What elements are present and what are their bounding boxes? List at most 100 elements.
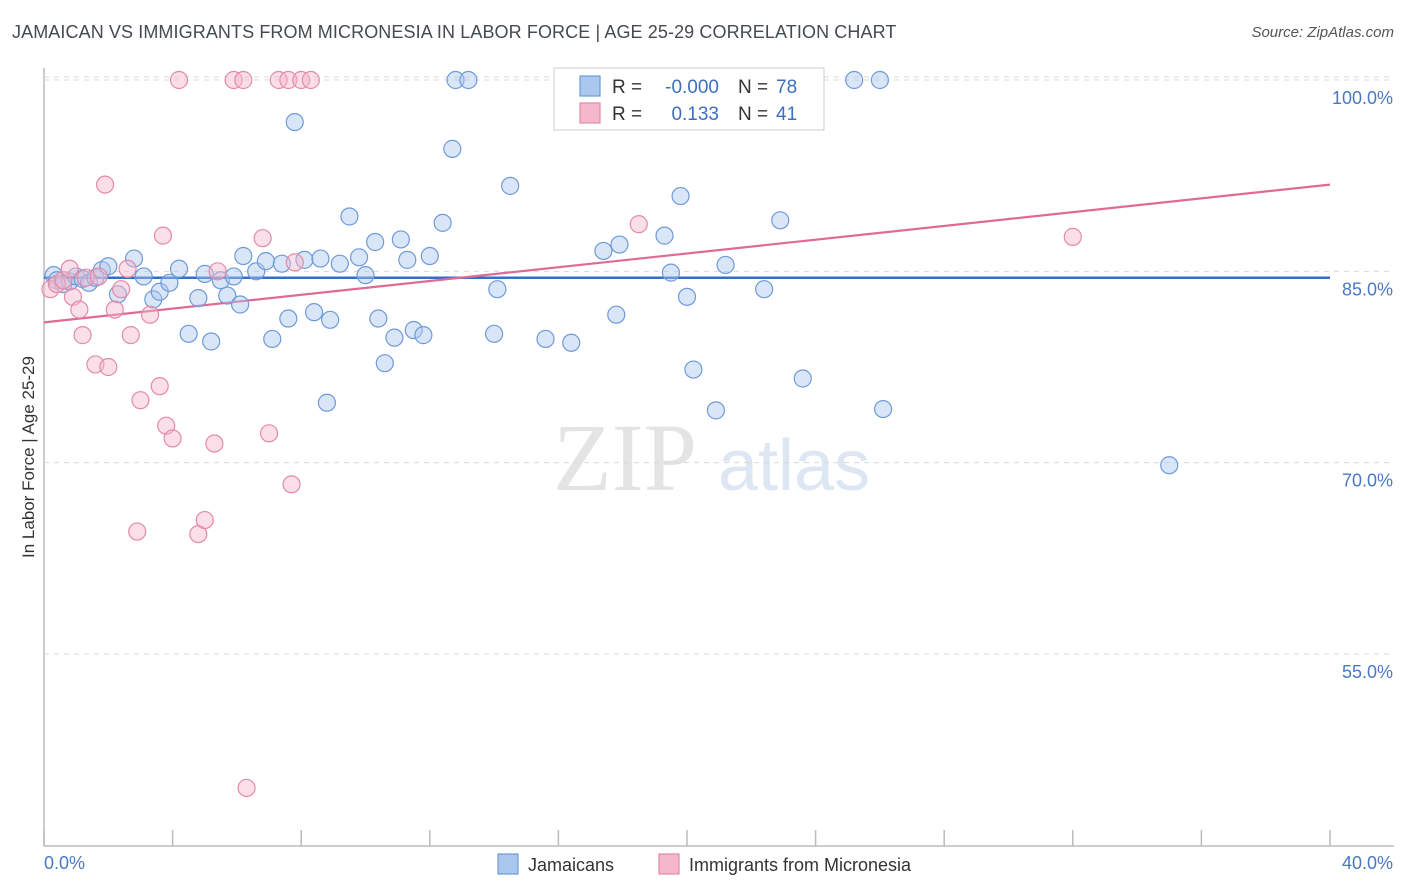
stats-r-value-blue: -0.000 xyxy=(665,77,719,98)
data-point-micronesia xyxy=(112,280,131,299)
data-point-jamaicans xyxy=(870,70,890,90)
data-point-micronesia xyxy=(195,510,214,530)
data-point-jamaicans xyxy=(716,255,735,275)
data-point-micronesia xyxy=(208,262,227,281)
data-point-micronesia xyxy=(259,424,279,443)
stats-n-value-blue: 78 xyxy=(776,77,797,98)
watermark-atlas: atlas xyxy=(718,426,870,506)
series-jamaicans xyxy=(44,70,1179,475)
data-point-jamaicans xyxy=(459,70,478,90)
legend-label-jamaicans: Jamaicans xyxy=(528,855,614,875)
watermark: ZIP atlas xyxy=(553,404,870,511)
data-point-jamaicans xyxy=(671,186,690,206)
data-point-micronesia xyxy=(60,259,79,278)
data-point-jamaicans xyxy=(179,324,198,343)
stats-legend-swatch-pink xyxy=(579,102,601,124)
data-point-micronesia xyxy=(99,357,118,377)
data-point-jamaicans xyxy=(610,235,629,254)
data-point-micronesia xyxy=(292,70,311,90)
data-point-jamaicans xyxy=(398,250,417,269)
data-point-jamaicans xyxy=(234,246,253,266)
data-point-jamaicans xyxy=(340,207,359,226)
data-point-jamaicans xyxy=(356,266,375,285)
stats-legend: R = -0.000 N = 78 R = 0.133 N = 41 xyxy=(553,67,825,131)
data-point-jamaicans xyxy=(279,309,298,328)
data-point-jamaicans xyxy=(446,70,465,90)
y-axis-label: In Labor Force | Age 25-29 xyxy=(19,356,38,558)
data-point-jamaicans xyxy=(771,211,790,230)
data-point-micronesia xyxy=(153,226,173,245)
data-point-jamaicans xyxy=(684,360,703,379)
data-point-micronesia xyxy=(205,434,224,453)
stats-legend-swatch-blue xyxy=(579,75,601,97)
data-point-micronesia xyxy=(128,522,147,541)
data-point-jamaicans xyxy=(349,248,369,267)
data-point-jamaicans xyxy=(607,305,626,324)
data-point-jamaicans xyxy=(108,285,128,304)
data-point-jamaicans xyxy=(874,399,893,419)
x-ticks xyxy=(43,830,1331,846)
data-point-jamaicans xyxy=(385,328,404,347)
data-point-jamaicans xyxy=(433,213,452,232)
data-point-micronesia xyxy=(169,70,189,90)
data-point-micronesia xyxy=(301,70,320,90)
data-point-jamaicans xyxy=(485,324,504,343)
chart-title: JAMAICAN VS IMMIGRANTS FROM MICRONESIA I… xyxy=(12,22,897,42)
data-point-jamaicans xyxy=(317,393,337,412)
data-point-micronesia xyxy=(150,377,169,396)
data-point-micronesia xyxy=(121,326,140,345)
stats-n-label-blue: N = xyxy=(738,77,768,98)
data-point-jamaicans xyxy=(285,112,304,132)
stats-n-value-pink: 41 xyxy=(776,104,797,125)
data-point-jamaicans xyxy=(420,246,439,266)
stats-r-label-pink: R = xyxy=(612,104,642,125)
data-point-micronesia xyxy=(237,778,256,798)
data-point-jamaicans xyxy=(677,287,697,306)
y-tick-label: 100.0% xyxy=(1332,88,1393,108)
x-tick-label-min: 0.0% xyxy=(44,853,85,873)
data-point-micronesia xyxy=(76,268,95,287)
y-tick-labels: 55.0% 70.0% 85.0% 100.0% xyxy=(1332,88,1393,682)
watermark-zip: ZIP xyxy=(553,404,697,511)
data-point-micronesia xyxy=(70,300,89,319)
data-point-micronesia xyxy=(105,300,124,319)
data-point-jamaicans xyxy=(706,401,726,420)
data-point-jamaicans xyxy=(134,267,153,286)
data-point-jamaicans xyxy=(160,273,179,292)
data-point-jamaicans xyxy=(414,326,433,345)
data-point-jamaicans xyxy=(330,254,349,273)
data-point-jamaicans xyxy=(375,354,394,373)
data-point-jamaicans xyxy=(272,254,292,273)
data-point-jamaicans xyxy=(755,280,774,299)
data-point-jamaicans xyxy=(369,309,388,328)
data-point-micronesia xyxy=(131,391,150,410)
data-point-jamaicans xyxy=(845,70,864,90)
bottom-legend: Jamaicans Immigrants from Micronesia xyxy=(497,853,912,875)
data-point-jamaicans xyxy=(321,310,340,329)
data-point-jamaicans xyxy=(256,252,275,271)
data-point-jamaicans xyxy=(488,280,507,299)
data-point-jamaicans xyxy=(202,332,221,351)
data-point-jamaicans xyxy=(594,241,613,261)
trend-line-micronesia xyxy=(43,183,1331,324)
data-point-jamaicans xyxy=(391,230,410,249)
source-label: Source: ZipAtlas.com xyxy=(1251,24,1394,41)
stats-r-label-blue: R = xyxy=(612,77,642,98)
data-point-jamaicans xyxy=(793,369,812,388)
data-point-jamaicans xyxy=(124,249,144,268)
data-point-micronesia xyxy=(234,70,253,90)
data-point-micronesia xyxy=(163,429,182,448)
data-point-jamaicans xyxy=(501,176,520,195)
legend-label-micronesia: Immigrants from Micronesia xyxy=(689,855,912,875)
data-point-micronesia xyxy=(279,70,298,90)
stats-r-value-pink: 0.133 xyxy=(671,104,719,125)
y-tick-label: 70.0% xyxy=(1342,471,1393,491)
data-point-jamaicans xyxy=(218,286,237,305)
data-point-jamaicans xyxy=(169,259,189,278)
data-point-jamaicans xyxy=(304,303,324,322)
data-point-micronesia xyxy=(73,326,92,345)
data-point-jamaicans xyxy=(562,333,581,352)
data-point-jamaicans xyxy=(661,263,681,282)
data-point-micronesia xyxy=(118,259,137,278)
y-tick-label: 85.0% xyxy=(1342,279,1393,299)
